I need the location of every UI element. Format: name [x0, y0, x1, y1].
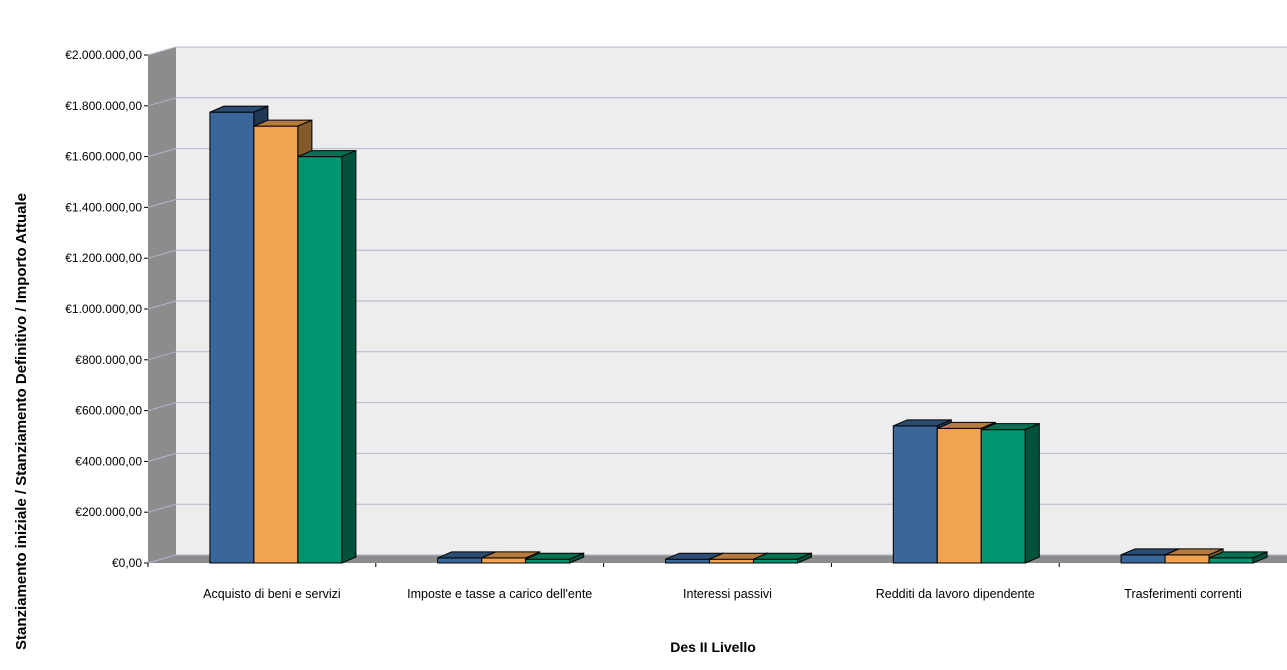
bar [980, 422, 1040, 564]
bar-front [892, 425, 938, 564]
bar-front [1120, 554, 1166, 564]
bar [525, 552, 585, 564]
gridline-side [147, 402, 177, 412]
bar-front [753, 558, 798, 564]
bar-front [209, 111, 255, 564]
y-tick-label: €1.200.000,00 [65, 251, 142, 265]
y-tick-label: €400.000,00 [75, 454, 142, 468]
x-category-label: Trasferimenti correnti [1124, 587, 1242, 601]
gridline-side [147, 198, 177, 208]
bar-front [253, 125, 299, 564]
bar-front [936, 427, 982, 564]
y-tick-label: €1.600.000,00 [65, 150, 142, 164]
gridline-side [147, 249, 177, 259]
gridline-side [147, 503, 177, 513]
bar-side [569, 552, 585, 564]
gridline-side [147, 300, 177, 310]
x-axis-categories: Acquisto di beni e servizi Imposte e tass… [147, 563, 1242, 601]
bar-side [1024, 422, 1040, 564]
x-axis-label: Des II Livello [670, 639, 756, 655]
x-category-label: Imposte e tasse a carico dell'ente [407, 587, 592, 601]
y-tick-label: €0,00 [112, 556, 142, 570]
bar-front [709, 558, 754, 564]
bar-side [1252, 551, 1268, 564]
gridlines [147, 46, 1287, 564]
x-category-label: Interessi passivi [683, 587, 772, 601]
gridline-side [147, 148, 177, 158]
bar-front [481, 557, 527, 564]
bars [209, 105, 1268, 564]
gridline-side [147, 554, 177, 564]
y-tick-label: €2.000.000,00 [65, 48, 142, 62]
bar-front [1208, 557, 1254, 564]
gridline-side [147, 46, 177, 56]
x-category-label: Redditi da lavoro dipendente [876, 587, 1035, 601]
y-tick-label: €1.400.000,00 [65, 200, 142, 214]
y-tick-label: €800.000,00 [75, 353, 142, 367]
y-tick-label: €600.000,00 [75, 404, 142, 418]
y-axis-label: Stanziamento iniziale / Stanziamento Def… [13, 193, 30, 650]
bar-front [1164, 554, 1210, 564]
gridline-side [147, 452, 177, 462]
bar [753, 552, 812, 564]
bar-front [980, 429, 1026, 564]
bar-front [297, 156, 343, 564]
bar-side [341, 149, 357, 564]
bar-front [665, 558, 710, 564]
bar-front [437, 557, 483, 564]
gridline-side [147, 97, 177, 107]
gridline-side [147, 351, 177, 361]
y-tick-label: €1.800.000,00 [65, 99, 142, 113]
y-axis-ticks: €0,00 €200.000,00 €400.000,00 €600.000,00 €8… [65, 48, 148, 570]
bar-side [797, 552, 812, 564]
y-tick-label: €1.000.000,00 [65, 302, 142, 316]
y-tick-label: €200.000,00 [75, 505, 142, 519]
bar-front [525, 558, 571, 564]
x-category-label: Acquisto di beni e servizi [203, 587, 341, 601]
bar [1208, 551, 1268, 564]
bar [297, 149, 357, 564]
